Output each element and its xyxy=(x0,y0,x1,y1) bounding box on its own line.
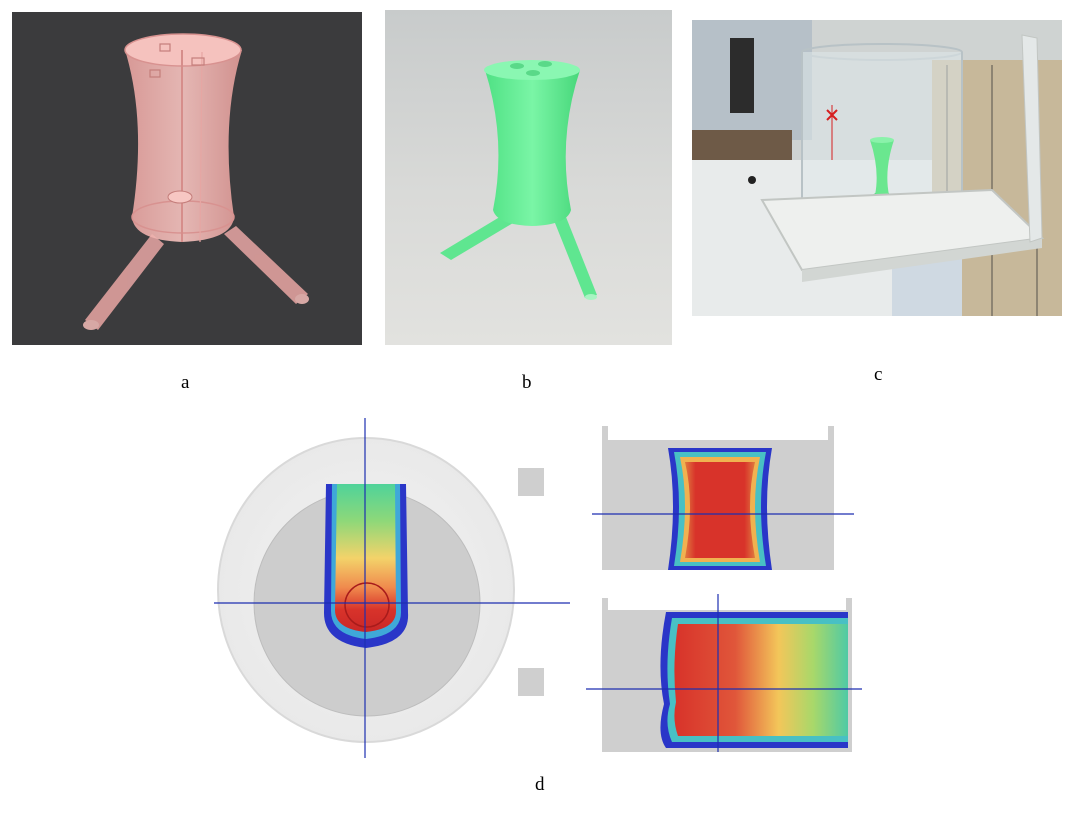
cad-leg-left xyxy=(83,234,164,330)
panel-b-printed-phantom-photo xyxy=(385,10,672,345)
cad-body xyxy=(124,33,242,243)
cad-leg-right xyxy=(224,226,309,304)
dose-region-sagittal xyxy=(660,612,848,748)
printed-body xyxy=(484,60,580,226)
panel-b-label: b xyxy=(522,372,532,393)
printed-leg-right xyxy=(553,212,597,300)
panel-a-cad-render xyxy=(12,12,362,345)
panel-d-dose-coronal xyxy=(592,424,854,572)
panel-d-label: d xyxy=(535,774,545,795)
dose-beam-axial xyxy=(324,484,409,648)
panel-a-label: a xyxy=(181,372,190,393)
printed-leg-left xyxy=(440,215,513,260)
dose-region-coronal xyxy=(668,448,772,570)
panel-c-label: c xyxy=(874,364,883,385)
panel-d-dose-axial xyxy=(214,418,570,758)
panel-c-water-tank-photo xyxy=(692,20,1062,316)
panel-d-dose-sagittal xyxy=(586,594,862,752)
